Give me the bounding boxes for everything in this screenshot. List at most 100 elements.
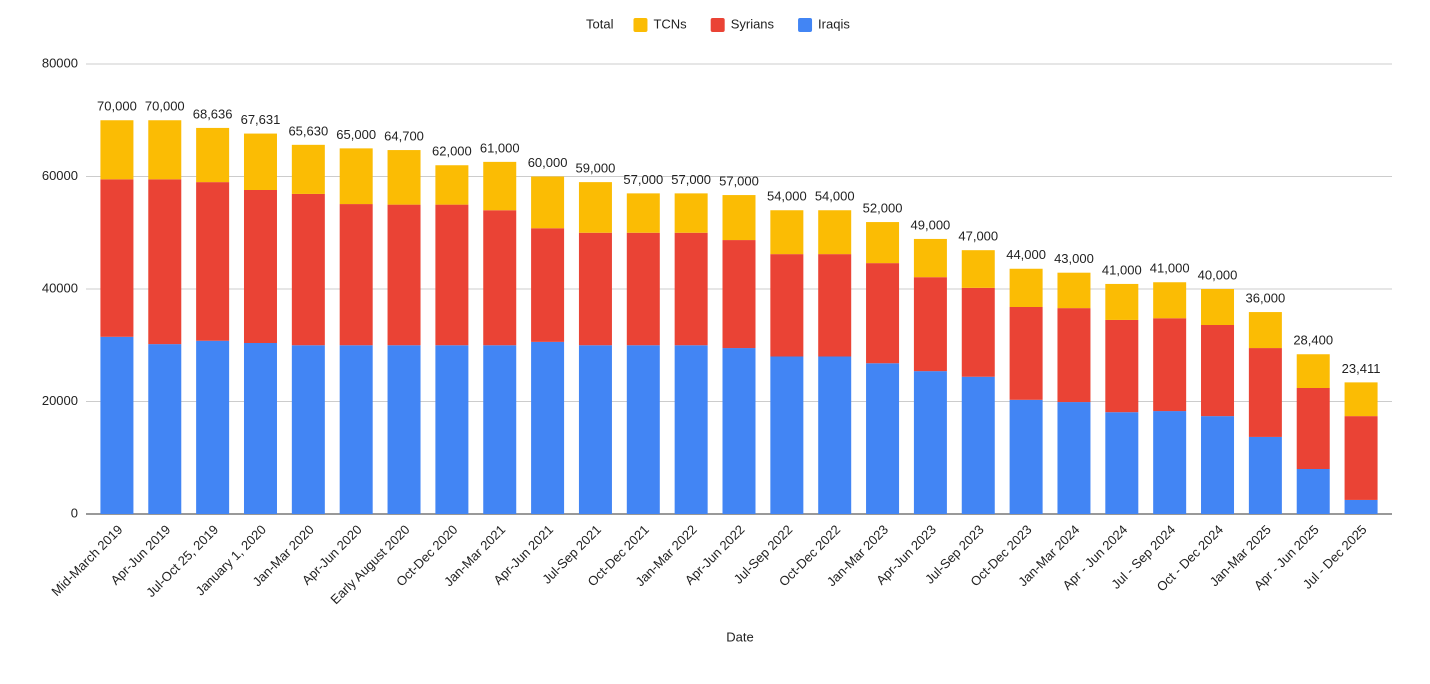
data-label: 41,000 bbox=[1150, 261, 1190, 276]
bar-segment bbox=[818, 356, 852, 514]
data-label: 49,000 bbox=[911, 217, 951, 232]
bar-segment bbox=[291, 144, 325, 194]
bar-segment bbox=[818, 210, 852, 255]
bar-segment bbox=[531, 341, 565, 514]
y-tick-label: 80000 bbox=[42, 55, 78, 70]
x-tick-label: Mid-March 2019 bbox=[48, 522, 125, 599]
bar-segment bbox=[1201, 325, 1235, 417]
bar-segment bbox=[339, 148, 373, 205]
bar-segment bbox=[148, 120, 182, 180]
bar-segment bbox=[866, 222, 900, 264]
bar-segment bbox=[770, 254, 804, 357]
bar-segment bbox=[100, 179, 134, 337]
data-label: 47,000 bbox=[958, 229, 998, 244]
y-tick-label: 20000 bbox=[42, 393, 78, 408]
bar-segment bbox=[578, 345, 612, 514]
bar-segment bbox=[913, 277, 947, 372]
bar-segment bbox=[913, 371, 947, 514]
bar-segment bbox=[100, 336, 134, 514]
bar-segment bbox=[1105, 283, 1139, 320]
data-label: 41,000 bbox=[1102, 262, 1142, 277]
y-tick-label: 60000 bbox=[42, 168, 78, 183]
bar-segment bbox=[961, 376, 995, 514]
legend-label: Iraqis bbox=[818, 16, 850, 31]
data-label: 61,000 bbox=[480, 140, 520, 155]
bar-segment bbox=[483, 161, 517, 211]
bar-segment bbox=[626, 345, 660, 514]
x-axis-title: Date bbox=[726, 629, 753, 644]
bar-segment bbox=[387, 345, 421, 514]
bar-segment bbox=[961, 250, 995, 288]
bar-segment bbox=[722, 348, 756, 514]
data-label: 52,000 bbox=[863, 201, 903, 216]
data-label: 70,000 bbox=[97, 99, 137, 114]
bar-segment bbox=[531, 228, 565, 342]
legend-swatch bbox=[633, 18, 648, 32]
bar-segment bbox=[1201, 416, 1235, 514]
legend-swatch bbox=[798, 18, 813, 32]
data-label: 36,000 bbox=[1245, 291, 1285, 306]
bar-segment bbox=[196, 340, 230, 514]
bar-segment bbox=[531, 176, 565, 229]
legend-label: Total bbox=[586, 16, 614, 31]
data-label: 60,000 bbox=[528, 155, 568, 170]
bar-segment bbox=[339, 345, 373, 514]
bar-segment bbox=[1344, 416, 1378, 500]
data-label: 67,631 bbox=[241, 112, 281, 127]
bar-segment bbox=[387, 204, 421, 346]
legend-swatch bbox=[710, 18, 725, 32]
bar-segment bbox=[818, 254, 852, 357]
bar-segment bbox=[435, 165, 469, 205]
data-label: 64,700 bbox=[384, 129, 424, 144]
bar-segment bbox=[866, 263, 900, 364]
bar-segment bbox=[1105, 319, 1139, 413]
bar-segment bbox=[339, 204, 373, 346]
data-label: 44,000 bbox=[1006, 247, 1046, 262]
bar-segment bbox=[770, 356, 804, 514]
legend-label: TCNs bbox=[653, 16, 687, 31]
bar-segment bbox=[243, 190, 277, 343]
data-label: 43,000 bbox=[1054, 251, 1094, 266]
data-label: 57,000 bbox=[671, 172, 711, 187]
bar-segment bbox=[483, 345, 517, 514]
bar-segment bbox=[1009, 307, 1043, 400]
bar-segment bbox=[435, 204, 469, 346]
bar-segment bbox=[626, 193, 660, 233]
bar-segment bbox=[961, 287, 995, 377]
bar-segment bbox=[1057, 272, 1091, 309]
bar-segment bbox=[483, 210, 517, 346]
bar-segment bbox=[196, 182, 230, 341]
bar-segment bbox=[1344, 382, 1378, 417]
bar-segment bbox=[1153, 411, 1187, 514]
bar-segment bbox=[1296, 354, 1330, 388]
bar-segment bbox=[243, 343, 277, 514]
bar-segment bbox=[1153, 318, 1187, 412]
data-label: 57,000 bbox=[623, 172, 663, 187]
bar-segment bbox=[243, 133, 277, 190]
bar-segment bbox=[1248, 348, 1282, 437]
data-label: 62,000 bbox=[432, 144, 472, 159]
bar-segment bbox=[674, 232, 708, 346]
bar-segment bbox=[435, 345, 469, 514]
bar-segment bbox=[291, 193, 325, 346]
bar-segment bbox=[148, 344, 182, 514]
bar-segment bbox=[100, 120, 134, 180]
y-tick-label: 0 bbox=[71, 505, 78, 520]
bar-segment bbox=[866, 363, 900, 514]
data-label: 28,400 bbox=[1293, 333, 1333, 348]
bar-segment bbox=[1248, 436, 1282, 514]
data-label: 65,630 bbox=[288, 123, 328, 138]
bar-segment bbox=[148, 179, 182, 345]
bar-segment bbox=[1344, 499, 1378, 514]
data-label: 23,411 bbox=[1342, 361, 1381, 376]
bar-segment bbox=[1296, 388, 1330, 469]
bar-segment bbox=[1009, 399, 1043, 514]
data-label: 70,000 bbox=[145, 99, 185, 114]
y-tick-label: 40000 bbox=[42, 280, 78, 295]
data-label: 57,000 bbox=[719, 174, 759, 189]
bar-segment bbox=[674, 345, 708, 514]
bar-segment bbox=[1105, 412, 1139, 514]
bar-segment bbox=[578, 232, 612, 346]
bar-segment bbox=[578, 182, 612, 233]
